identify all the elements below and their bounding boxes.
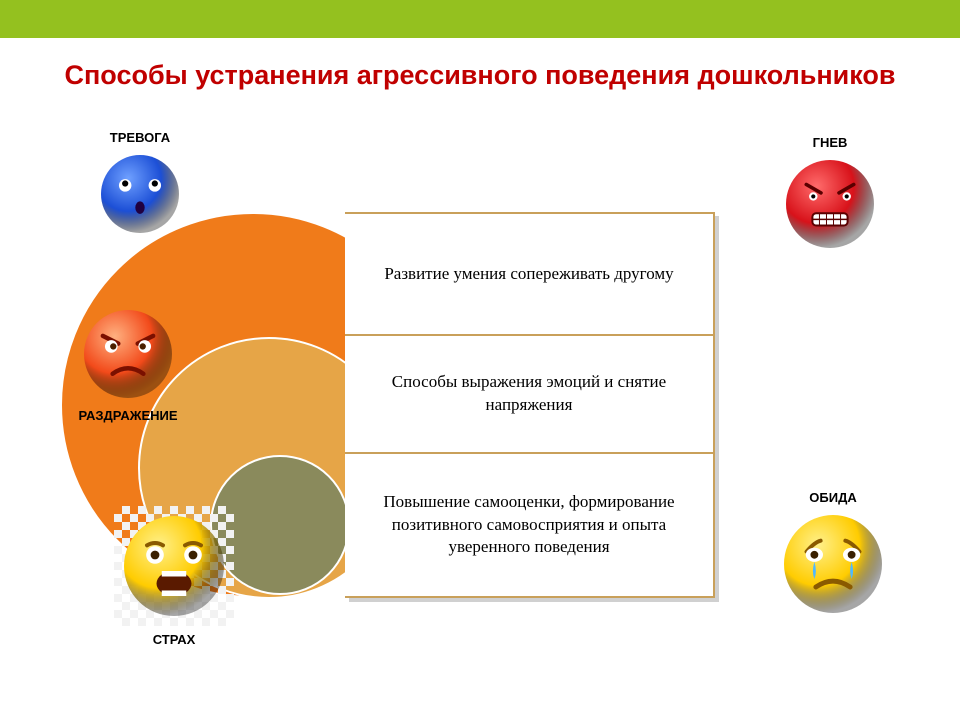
offense-face-icon bbox=[780, 511, 886, 617]
text-boxes: Развитие умения сопереживать другому Спо… bbox=[345, 212, 715, 598]
emotion-label: ТРЕВОГА bbox=[80, 130, 200, 145]
top-bar bbox=[0, 0, 960, 38]
emotion-fear: СТРАХ bbox=[110, 500, 238, 647]
emotion-irritation: РАЗДРАЖЕНИЕ bbox=[68, 300, 188, 423]
methods-diagram: Развитие умения сопереживать другому Спо… bbox=[250, 215, 730, 595]
emotion-label: ГНЕВ bbox=[770, 135, 890, 150]
emotion-anxiety: ТРЕВОГА bbox=[80, 130, 200, 243]
emotion-offense: ОБИДА bbox=[770, 490, 896, 623]
fear-face-icon bbox=[114, 506, 234, 626]
anger-face-icon bbox=[782, 156, 878, 252]
emotion-label: РАЗДРАЖЕНИЕ bbox=[68, 408, 188, 423]
anxiety-face-icon bbox=[97, 151, 183, 237]
method-box-1: Развитие умения сопереживать другому bbox=[345, 212, 715, 336]
irritation-face-icon bbox=[80, 306, 176, 402]
emotion-label: СТРАХ bbox=[110, 632, 238, 647]
page-title: Способы устранения агрессивного поведени… bbox=[0, 58, 960, 93]
emotion-label: ОБИДА bbox=[770, 490, 896, 505]
emotion-anger: ГНЕВ bbox=[770, 135, 890, 258]
method-box-3: Повышение самооценки, формирование позит… bbox=[345, 454, 715, 598]
method-box-2: Способы выражения эмоций и снятие напряж… bbox=[345, 336, 715, 454]
